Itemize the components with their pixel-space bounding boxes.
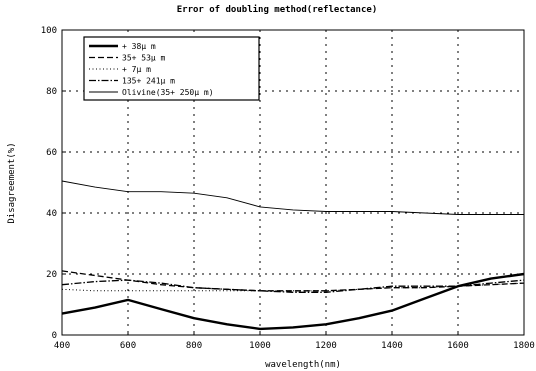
series-line-1 (61, 272, 525, 331)
legend-label-2: 35+ 53µ m (122, 54, 166, 63)
x-tick-label: 800 (186, 341, 202, 351)
y-tick-label: 60 (46, 148, 57, 158)
y-tick-label: 0 (52, 331, 57, 341)
x-tick-label: 1600 (447, 341, 469, 351)
x-tick-label: 1800 (513, 341, 535, 351)
series-line-5 (61, 180, 524, 215)
y-tick-label: 20 (46, 270, 57, 280)
x-tick-label: 400 (54, 341, 70, 351)
y-axis-label: Disagreement(%) (7, 142, 17, 223)
x-tick-label: 1400 (381, 341, 403, 351)
legend-label-3: + 7µ m (122, 65, 151, 74)
x-tick-label: 1000 (249, 341, 271, 351)
y-tick-label: 100 (41, 26, 57, 36)
x-tick-label: 600 (120, 341, 136, 351)
x-axis-label: wavelength(nm) (265, 360, 341, 370)
y-tick-label: 80 (46, 87, 57, 97)
legend-box (83, 36, 260, 101)
y-axis: 0 20 40 60 80 100 (41, 26, 66, 341)
legend: + 38µ m 35+ 53µ m + 7µ m 135+ 241µ m Olivine… (83, 36, 260, 101)
legend-label-1: + 38µ m (122, 42, 156, 51)
y-tick-label: 40 (46, 209, 57, 219)
series-group (61, 180, 525, 331)
series-line-3 (61, 282, 525, 292)
x-tick-label: 1200 (315, 341, 337, 351)
plot-frame (61, 29, 525, 336)
legend-label-5: Olivine(35+ 250µ m) (122, 88, 214, 97)
series-line-4 (61, 279, 525, 293)
legend-label-4: 135+ 241µ m (122, 77, 175, 86)
chart-title: Error of doubling method(reflectance) (177, 4, 377, 15)
x-axis: 400 600 800 1000 1200 1400 1600 1800 (54, 331, 535, 351)
